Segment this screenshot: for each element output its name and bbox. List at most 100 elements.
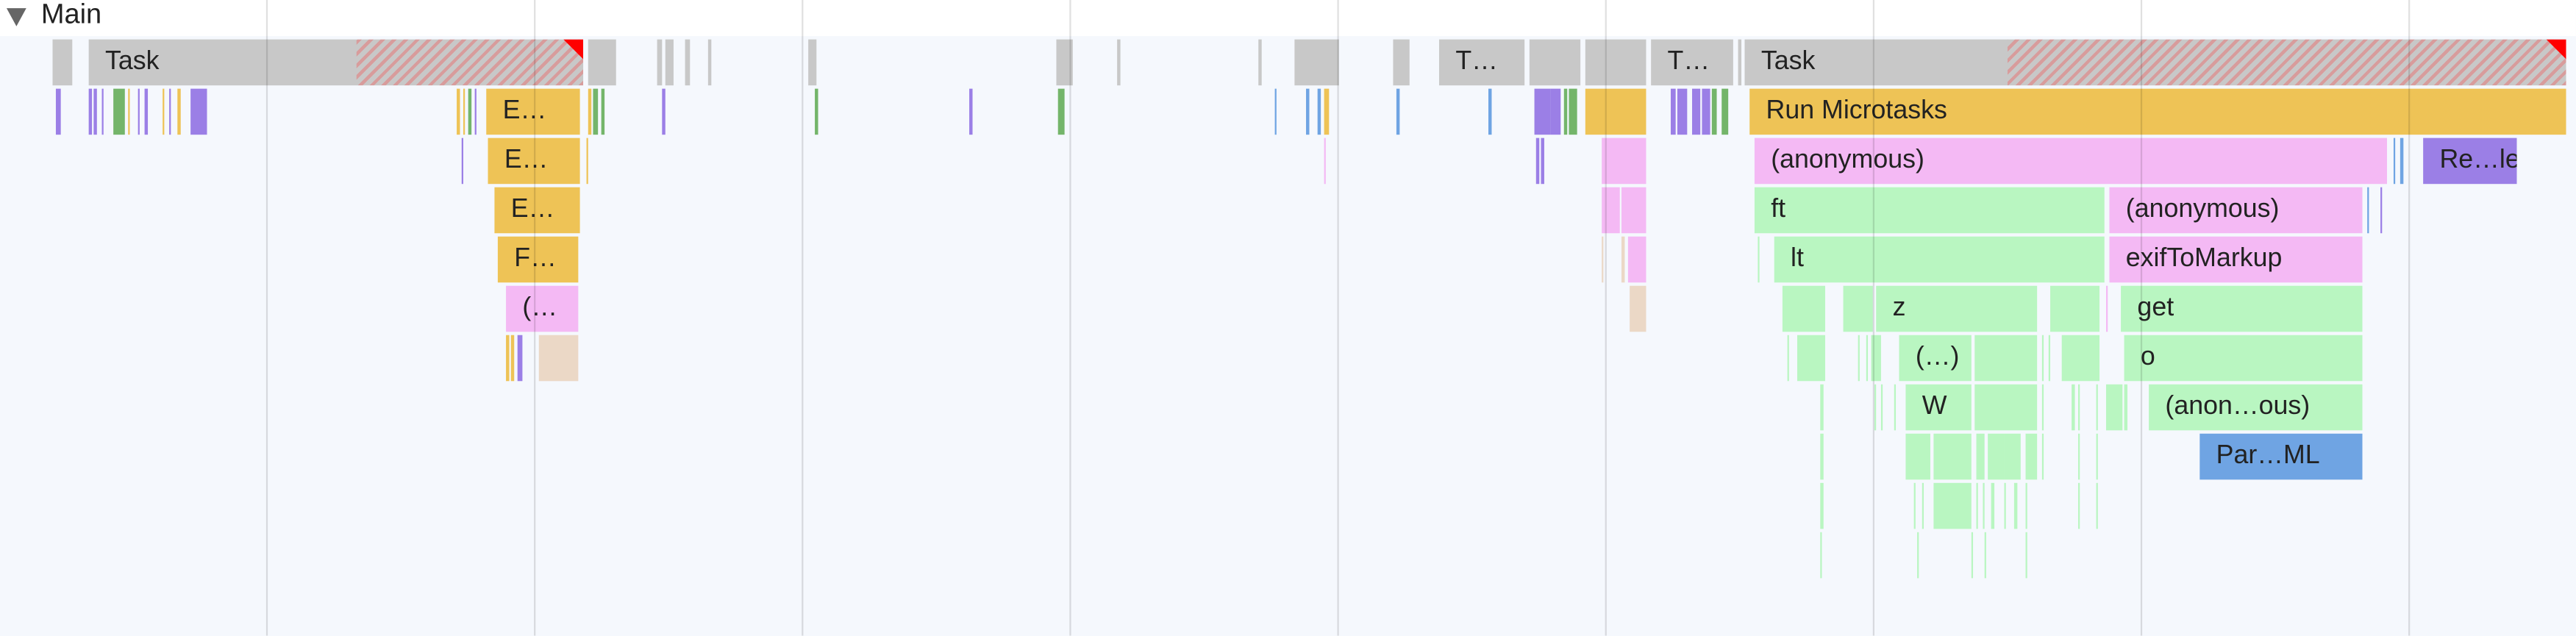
event-slice[interactable]	[177, 88, 181, 135]
event-lt[interactable]: lt	[1774, 236, 2105, 283]
event-slice[interactable]	[1984, 532, 1986, 579]
event-slice[interactable]	[1602, 236, 1604, 283]
event-slice[interactable]	[128, 88, 130, 135]
event-slice[interactable]	[1621, 187, 1646, 234]
event-slice[interactable]	[2004, 482, 2006, 529]
event-anon1[interactable]: (anonymous)	[1754, 137, 2388, 185]
event-slice[interactable]	[588, 88, 592, 135]
event-slice[interactable]	[1677, 88, 1688, 135]
event-slice[interactable]	[1866, 335, 1869, 382]
event-slice[interactable]	[190, 88, 207, 135]
event-slice[interactable]	[1534, 88, 1551, 135]
event-slice[interactable]	[474, 88, 477, 135]
event-o[interactable]: o	[2124, 335, 2363, 382]
event-slice[interactable]	[2096, 482, 2098, 529]
task-slice[interactable]	[52, 39, 73, 86]
event-slice[interactable]	[1913, 482, 1916, 529]
event-t2[interactable]: T…	[1438, 39, 1525, 86]
event-slice[interactable]	[1396, 88, 1400, 135]
event-slice[interactable]	[593, 88, 599, 135]
event-task4[interactable]: Task	[1744, 39, 2566, 86]
event-slice[interactable]	[1621, 236, 1625, 283]
event-slice[interactable]	[1563, 88, 1568, 135]
event-W[interactable]: W	[1905, 384, 1972, 431]
event-slice[interactable]	[815, 88, 818, 135]
event-slice[interactable]	[1488, 88, 1492, 135]
event-slice[interactable]	[2048, 335, 2051, 382]
event-slice[interactable]	[2124, 384, 2128, 431]
event-z[interactable]: z	[1876, 285, 2038, 332]
event-slice[interactable]	[461, 137, 463, 185]
event-slice[interactable]	[1933, 433, 1972, 480]
event-slice[interactable]	[88, 88, 93, 135]
event-slice[interactable]	[2041, 335, 2044, 382]
event-slice[interactable]	[510, 335, 515, 382]
event-e1[interactable]: E…	[486, 88, 580, 135]
event-slice[interactable]	[1782, 285, 1825, 332]
event-slice[interactable]	[2367, 187, 2369, 234]
event-slice[interactable]	[2041, 433, 2044, 480]
event-slice[interactable]	[1880, 384, 1883, 431]
event-slice[interactable]	[1905, 433, 1930, 480]
event-slice[interactable]	[163, 88, 165, 135]
event-slice[interactable]	[55, 88, 61, 135]
expand-triangle-icon[interactable]	[6, 8, 26, 26]
event-slice[interactable]	[1976, 433, 1985, 480]
event-slice[interactable]	[1758, 236, 1760, 283]
event-task1[interactable]: Task	[88, 39, 584, 86]
event-slice[interactable]	[1983, 482, 1985, 529]
task-slice[interactable]	[665, 39, 674, 86]
task-slice[interactable]	[1258, 39, 1262, 86]
task-slice[interactable]	[588, 39, 616, 86]
event-e3[interactable]: E…	[494, 187, 580, 234]
event-slice[interactable]	[2105, 285, 2108, 332]
task-slice[interactable]	[707, 39, 712, 86]
event-anonous[interactable]: (anon…ous)	[2149, 384, 2363, 431]
event-slice[interactable]	[463, 88, 465, 135]
event-slice[interactable]	[1550, 88, 1561, 135]
event-slice[interactable]	[1627, 236, 1646, 283]
event-slice[interactable]	[1858, 335, 1860, 382]
event-slice[interactable]	[2096, 433, 2098, 480]
event-slice[interactable]	[1820, 532, 1822, 579]
event-slice[interactable]	[538, 335, 579, 382]
event-slice[interactable]	[2078, 482, 2080, 529]
event-slice[interactable]	[2105, 384, 2123, 431]
event-slice[interactable]	[2050, 285, 2100, 332]
event-slice[interactable]	[1317, 88, 1321, 135]
task-slice[interactable]	[1585, 39, 1646, 86]
event-slice[interactable]	[1324, 88, 1330, 135]
event-slice[interactable]	[2013, 482, 2018, 529]
event-slice[interactable]	[169, 88, 171, 135]
event-slice[interactable]	[1722, 88, 1729, 135]
event-slice[interactable]	[1933, 482, 1972, 529]
event-slice[interactable]	[457, 88, 460, 135]
event-slice[interactable]	[1971, 532, 1974, 579]
event-slice[interactable]	[1991, 482, 1995, 529]
event-slice[interactable]	[113, 88, 125, 135]
event-slice[interactable]	[1535, 137, 1540, 185]
event-slice[interactable]	[586, 137, 588, 185]
event-slice[interactable]	[2393, 137, 2396, 185]
task-slice[interactable]	[685, 39, 691, 86]
task-slice[interactable]	[1117, 39, 1121, 86]
event-slice[interactable]	[517, 335, 523, 382]
event-slice[interactable]	[1894, 384, 1897, 431]
event-dots[interactable]: (…)	[1899, 335, 1972, 382]
event-run-microtasks[interactable]: Run Microtasks	[1749, 88, 2566, 135]
event-slice[interactable]	[2025, 433, 2038, 480]
event-slice[interactable]	[1843, 285, 1873, 332]
event-t3[interactable]: T…	[1651, 39, 1733, 86]
event-slice[interactable]	[1988, 433, 2005, 480]
event-slice[interactable]	[2400, 137, 2404, 185]
event-slice[interactable]	[1871, 335, 1881, 382]
event-slice[interactable]	[1057, 88, 1065, 135]
event-f1[interactable]: F…	[497, 236, 579, 283]
event-slice[interactable]	[1630, 285, 1646, 332]
task-slice[interactable]	[1393, 39, 1410, 86]
event-slice[interactable]	[1787, 335, 1789, 382]
event-slice[interactable]	[1711, 88, 1717, 135]
event-slice[interactable]	[506, 335, 510, 382]
event-anon2[interactable]: (anonymous)	[2109, 187, 2363, 234]
